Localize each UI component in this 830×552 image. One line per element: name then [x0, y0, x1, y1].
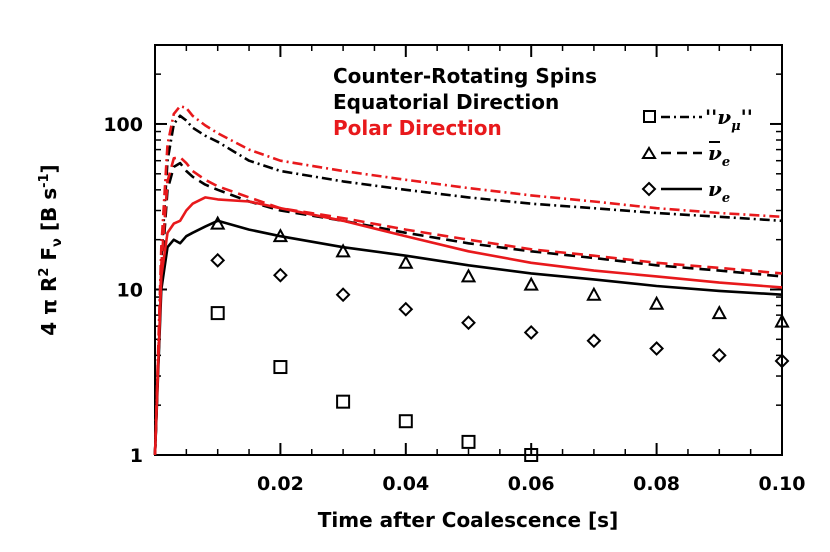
triangle-marker [272, 228, 289, 243]
diamond-marker [586, 333, 602, 349]
triangle-marker [774, 313, 790, 328]
triangle-marker [335, 243, 351, 258]
legend-label-nu-mu: ''νμ'' [705, 105, 753, 134]
series-line-nu_e-equatorial [153, 219, 783, 456]
x-tick-label: 0.02 [257, 473, 304, 495]
legend-diamond-marker [641, 181, 657, 197]
legend-square-marker [643, 110, 656, 123]
y-tick-labels: 1 10 100 [103, 114, 143, 467]
x-tick-label: 0.06 [508, 473, 555, 495]
diamond-marker [272, 267, 288, 283]
legend-label-nu-mu-sub: μ [731, 119, 741, 134]
diamond-marker [398, 301, 414, 317]
square-marker [336, 394, 351, 409]
legend-label-anti-nu-e-sub: e [722, 155, 730, 170]
annotation-equatorial: Equatorial Direction [333, 90, 559, 114]
legend-triangle-marker [641, 146, 657, 159]
legend-label-nu-e: νe [708, 177, 730, 206]
x-axis-title: Time after Coalescence [s] [318, 508, 618, 532]
legend-label-anti-nu-e-main: ν [708, 141, 722, 165]
diamond-marker [461, 315, 476, 331]
square-marker [524, 448, 539, 462]
y-axis-title-nu-sub: ν [50, 238, 65, 247]
legend-item-anti-nu-e: νe [641, 141, 730, 170]
legend-label-nu-mu-main: ''ν [705, 105, 731, 129]
y-axis-title-g: ] [37, 164, 61, 173]
diamond-marker [523, 325, 539, 340]
annotation-counter-rotating: Counter-Rotating Spins [333, 64, 597, 88]
diamond-marker [711, 347, 727, 363]
diamond-marker [649, 341, 665, 356]
diamond-marker [335, 287, 351, 303]
x-tick-label: 0.10 [759, 473, 806, 495]
triangle-marker [460, 268, 477, 283]
y-tick-label: 1 [130, 445, 143, 467]
x-tick-label: 0.04 [382, 473, 429, 495]
legend: ''νμ'' νe νe [641, 105, 753, 206]
diamond-marker [210, 252, 226, 268]
series-line-anti-nu_e-polar [153, 155, 783, 456]
triangle-marker [586, 286, 602, 301]
series-line-nu_e-polar [153, 196, 783, 456]
y-tick-label: 100 [103, 114, 143, 136]
legend-label-anti-nu-e: νe [708, 141, 730, 170]
y-tick-label: 10 [117, 279, 143, 301]
triangle-marker [398, 254, 414, 269]
legend-label-nu-e-main: ν [708, 177, 722, 201]
series-lines [153, 104, 783, 456]
y-axis-title-c: F [37, 247, 61, 268]
annotation-polar: Polar Direction [333, 116, 502, 140]
triangle-marker [648, 295, 665, 310]
x-tick-label: 0.08 [633, 473, 680, 495]
diamond-marker [774, 353, 790, 369]
legend-label-nu-e-sub: e [722, 191, 730, 206]
square-marker [210, 306, 225, 321]
y-axis-title-e: [B s [37, 188, 61, 238]
triangle-marker [711, 305, 727, 320]
series-markers [210, 215, 790, 462]
series-line-nu_mu-equatorial [153, 114, 783, 456]
x-tick-labels: 0.02 0.04 0.06 0.08 0.10 [257, 473, 805, 495]
legend-item-nu-mu: ''νμ'' [643, 105, 753, 134]
y-axis-title-sup2: 2 [37, 268, 52, 277]
square-marker [273, 360, 288, 375]
y-axis-title-a: 4 π R [37, 277, 61, 336]
series-line-anti-nu_e-equatorial [153, 161, 783, 456]
square-marker [398, 414, 413, 429]
triangle-marker [210, 215, 226, 230]
legend-item-nu-e: νe [641, 177, 730, 206]
square-marker [461, 434, 476, 449]
triangle-marker [523, 276, 539, 291]
legend-label-nu-mu-end: '' [741, 105, 753, 129]
y-axis-title-sup-neg1: -1 [37, 173, 52, 187]
series-line-nu_mu-polar [153, 104, 783, 456]
y-axis-title: 4 π R2 Fν [B s-1] [37, 164, 65, 335]
